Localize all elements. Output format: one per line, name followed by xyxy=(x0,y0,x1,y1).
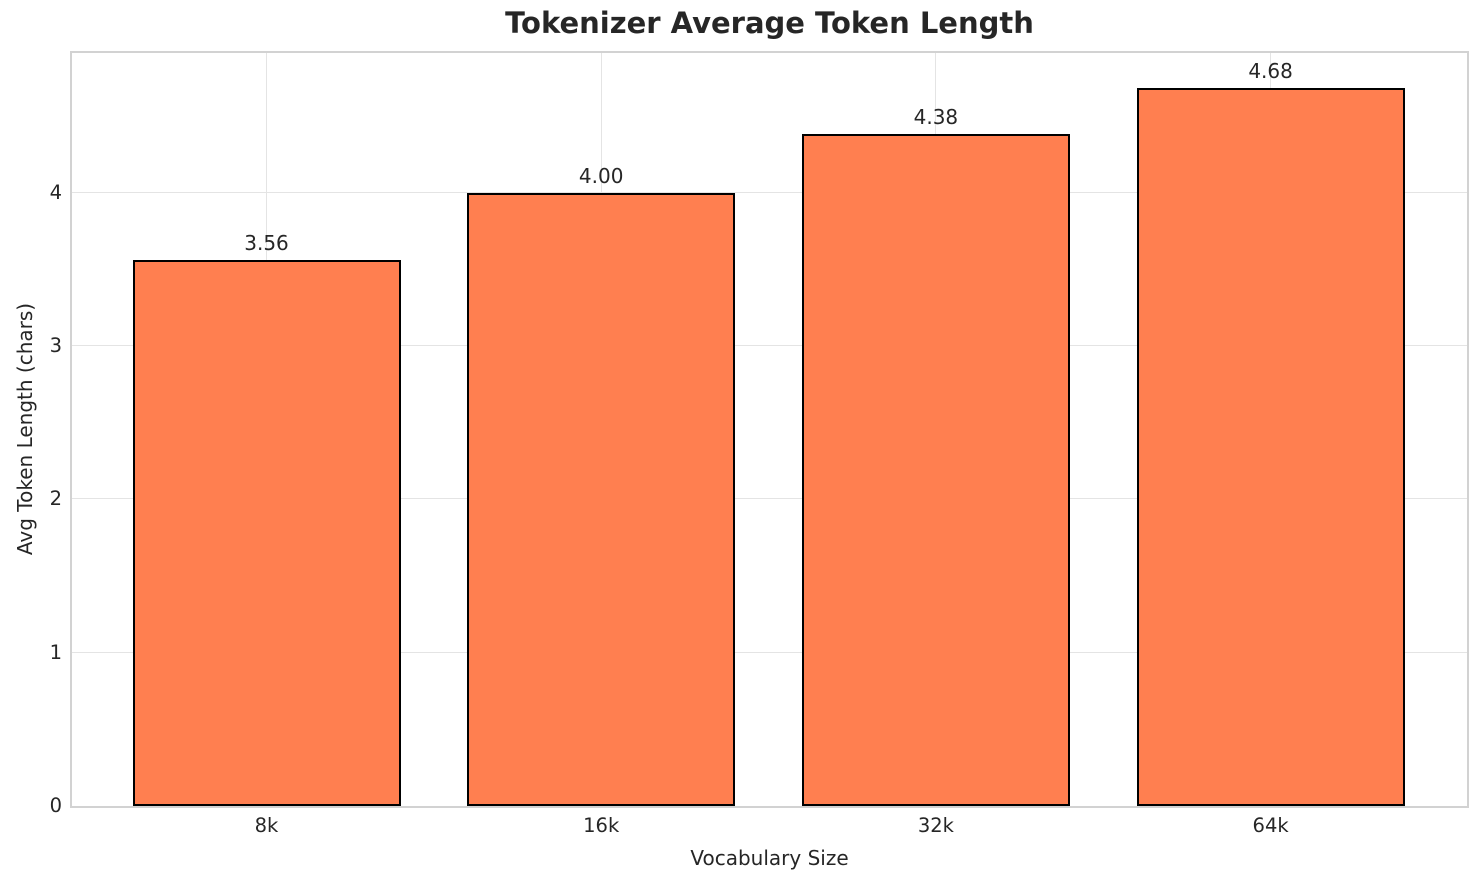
bar-value-label: 4.68 xyxy=(1248,59,1293,84)
x-tick-label: 8k xyxy=(254,814,279,837)
y-tick-label: 0 xyxy=(49,794,62,817)
x-tick-label: 32k xyxy=(917,814,954,837)
gridline-horizontal xyxy=(72,191,1467,193)
y-tick-label: 2 xyxy=(49,487,62,511)
plot-area: 3.56 4.00 4.38 4.68 xyxy=(70,51,1469,808)
bar-16k xyxy=(467,192,736,806)
y-tick-label: 3 xyxy=(49,333,62,357)
bar-64k xyxy=(1136,88,1405,806)
bar-value-label: 4.00 xyxy=(578,163,624,188)
y-tick-label: 1 xyxy=(49,640,62,664)
y-tick-label: 4 xyxy=(49,180,62,204)
bar-value-label: 4.38 xyxy=(913,105,959,130)
chart-title: Tokenizer Average Token Length xyxy=(505,6,1034,40)
bar-32k xyxy=(801,134,1070,806)
gridline-horizontal xyxy=(72,498,1467,500)
x-tick-label: 16k xyxy=(583,814,620,837)
x-tick-label: 64k xyxy=(1252,814,1289,837)
gridline-horizontal xyxy=(72,651,1467,653)
bar-value-label: 3.56 xyxy=(244,231,289,256)
gridline-horizontal xyxy=(72,344,1467,346)
x-axis-label: Vocabulary Size xyxy=(690,846,849,870)
bar-8k xyxy=(132,260,401,806)
